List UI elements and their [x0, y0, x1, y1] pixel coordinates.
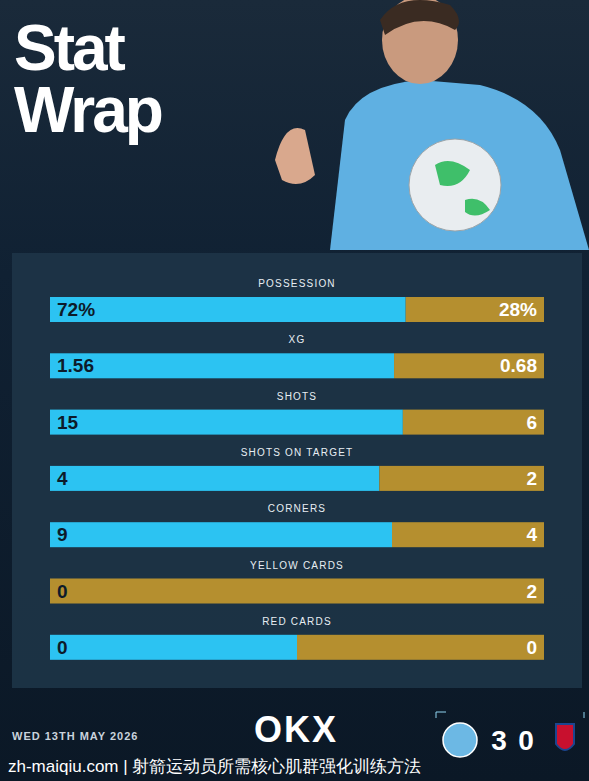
- category-label: YELLOW CARDS: [250, 560, 344, 571]
- category-label: CORNERS: [268, 503, 326, 514]
- value-label: 0: [57, 637, 68, 658]
- player-illustration: [275, 0, 589, 250]
- player-hair: [380, 0, 459, 35]
- badge-frame: [436, 712, 584, 718]
- bar-away: [394, 353, 544, 378]
- score: 0: [518, 725, 534, 756]
- background: [0, 0, 589, 781]
- category-label: SHOTS ON TARGET: [241, 447, 354, 458]
- sponsor-logo: OKX: [254, 709, 338, 750]
- category-label: POSSESSION: [258, 278, 336, 289]
- score: 3: [491, 725, 507, 756]
- bar-away: [392, 522, 544, 547]
- away-crest: [556, 724, 574, 750]
- value-label: 9: [57, 524, 68, 545]
- value-label: 28%: [499, 299, 537, 320]
- value-label: 6: [526, 412, 537, 433]
- bar-away: [297, 635, 544, 660]
- bar-home: [50, 410, 403, 435]
- value-label: 2: [526, 581, 537, 602]
- bars: [50, 297, 544, 660]
- infographic: StatWrap POSSESSION 72% 28% XG 1.56 0.68 SHOTS 1…: [0, 0, 589, 781]
- score-badge: 30: [436, 712, 584, 757]
- bar-away: [403, 410, 544, 435]
- bar-home: [50, 297, 406, 322]
- bar-away: [50, 579, 544, 604]
- watermark: zh-maiqiu.com | 射箭运动员所需核心肌群强化训练方法: [8, 757, 421, 776]
- bar-home: [50, 522, 392, 547]
- value-label: 15: [57, 412, 79, 433]
- value-label: 4: [57, 468, 68, 489]
- home-crest: [443, 723, 477, 757]
- value-label: 0: [57, 581, 68, 602]
- stats-panel: [12, 253, 582, 688]
- value-label: 4: [526, 524, 537, 545]
- labels: POSSESSION 72% 28% XG 1.56 0.68 SHOTS 15 6 SHOTS …: [57, 278, 537, 658]
- value-label: 1.56: [57, 355, 94, 376]
- ball: [409, 139, 501, 231]
- value-label: 0: [526, 637, 537, 658]
- bar-away: [406, 297, 544, 322]
- bar-away: [379, 466, 544, 491]
- player-shirt: [330, 80, 589, 250]
- title: StatWrap: [14, 12, 162, 146]
- value-label: 2: [526, 468, 537, 489]
- value-label: 72%: [57, 299, 95, 320]
- bar-home: [50, 353, 394, 378]
- category-label: RED CARDS: [262, 616, 332, 627]
- bar-home: [50, 466, 379, 491]
- category-label: XG: [289, 334, 306, 345]
- bar-home: [50, 635, 297, 660]
- category-label: SHOTS: [277, 391, 317, 402]
- ball-pattern: [435, 161, 490, 216]
- match-date: WED 13TH MAY 2026: [12, 730, 138, 742]
- value-label: 0.68: [500, 355, 537, 376]
- player-hand: [275, 128, 315, 184]
